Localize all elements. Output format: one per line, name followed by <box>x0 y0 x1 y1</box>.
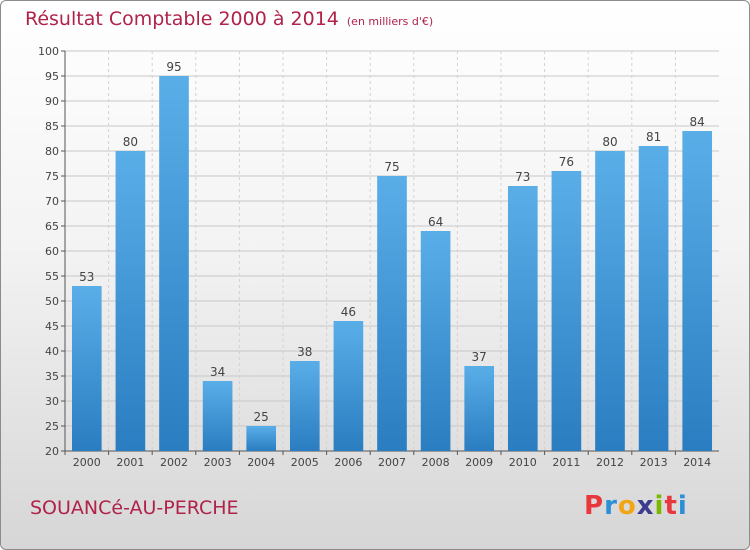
x-tick-label-2009: 2009 <box>465 456 493 469</box>
y-tick-label: 25 <box>45 420 59 433</box>
x-tick-label-2007: 2007 <box>378 456 406 469</box>
bar-2010 <box>507 186 538 451</box>
data-label-2013: 81 <box>646 130 661 144</box>
y-tick-label: 95 <box>45 70 59 83</box>
x-tick-label-2014: 2014 <box>683 456 711 469</box>
chart-title: Résultat Comptable 2000 à 2014 (en millie… <box>25 8 433 30</box>
y-tick-label: 20 <box>45 445 59 458</box>
data-label-2007: 75 <box>384 160 399 174</box>
chart-subtitle: (en milliers d'€) <box>346 15 434 28</box>
logo-letter: r <box>604 491 618 521</box>
data-label-2012: 80 <box>602 135 617 149</box>
bar-2008 <box>420 231 451 451</box>
bar-layer: 53 80 95 34 25 38 46 75 64 37 73 76 80 81 84 <box>71 60 713 451</box>
y-tick-label: 90 <box>45 95 59 108</box>
data-label-2005: 38 <box>297 345 312 359</box>
y-tick-label: 80 <box>45 145 59 158</box>
logo-letter: t <box>664 491 678 521</box>
y-tick-label: 35 <box>45 370 59 383</box>
bar-2007 <box>377 176 407 451</box>
logo-letter: x <box>636 491 655 521</box>
data-label-2014: 84 <box>690 115 705 129</box>
y-tick-label: 70 <box>45 195 59 208</box>
bar-2001 <box>115 151 146 451</box>
x-tick-label-2012: 2012 <box>596 456 624 469</box>
bar-2006 <box>333 321 364 451</box>
x-tick-label-2002: 2002 <box>160 456 188 469</box>
x-tick-label-2000: 2000 <box>73 456 101 469</box>
bar-2004 <box>246 426 277 451</box>
bar-2014 <box>682 131 713 451</box>
x-tick-label-2010: 2010 <box>509 456 537 469</box>
x-tick-label-2003: 2003 <box>204 456 232 469</box>
x-tick-label-2005: 2005 <box>291 456 319 469</box>
x-tick-label-2006: 2006 <box>334 456 362 469</box>
logo-letter: P <box>584 491 605 521</box>
data-label-2001: 80 <box>123 135 138 149</box>
bar-2013 <box>638 146 669 451</box>
chart-title-text: Résultat Comptable 2000 à 2014 <box>25 8 339 30</box>
y-tick-label: 45 <box>45 320 59 333</box>
bar-2009 <box>464 366 495 451</box>
y-tick-label: 65 <box>45 220 59 233</box>
logo-letter: i <box>677 491 688 521</box>
logo-letter: i <box>654 491 665 521</box>
data-label-2008: 64 <box>428 215 443 229</box>
x-tick-label-2013: 2013 <box>640 456 668 469</box>
data-label-2009: 37 <box>472 350 487 364</box>
y-tick-label: 100 <box>38 45 59 58</box>
x-tick-label-2004: 2004 <box>247 456 275 469</box>
bar-2002 <box>159 76 189 451</box>
y-tick-label: 85 <box>45 120 59 133</box>
y-tick-label: 50 <box>45 295 59 308</box>
town-name: SOUANCé-AU-PERCHE <box>30 497 239 519</box>
bar-2012 <box>595 151 625 451</box>
bar-2011 <box>551 171 582 451</box>
x-tick-label-2011: 2011 <box>552 456 580 469</box>
y-tick-label: 55 <box>45 270 59 283</box>
bar-2000 <box>71 286 102 451</box>
data-label-2010: 73 <box>515 170 530 184</box>
data-label-2000: 53 <box>79 270 94 284</box>
y-tick-label: 40 <box>45 345 59 358</box>
data-label-2002: 95 <box>166 60 181 74</box>
y-tick-label: 75 <box>45 170 59 183</box>
bar-2005 <box>289 361 320 451</box>
y-tick-label: 30 <box>45 395 59 408</box>
data-label-2011: 76 <box>559 155 574 169</box>
y-tick-label: 60 <box>45 245 59 258</box>
data-label-2004: 25 <box>254 410 269 424</box>
x-tick-label-2001: 2001 <box>116 456 144 469</box>
bar-2003 <box>202 381 233 451</box>
logo-letter: o <box>617 491 637 521</box>
x-tick-label-2008: 2008 <box>422 456 450 469</box>
data-label-2003: 34 <box>210 365 225 379</box>
data-label-2006: 46 <box>341 305 356 319</box>
proxiti-logo: Proxiti <box>584 491 688 521</box>
